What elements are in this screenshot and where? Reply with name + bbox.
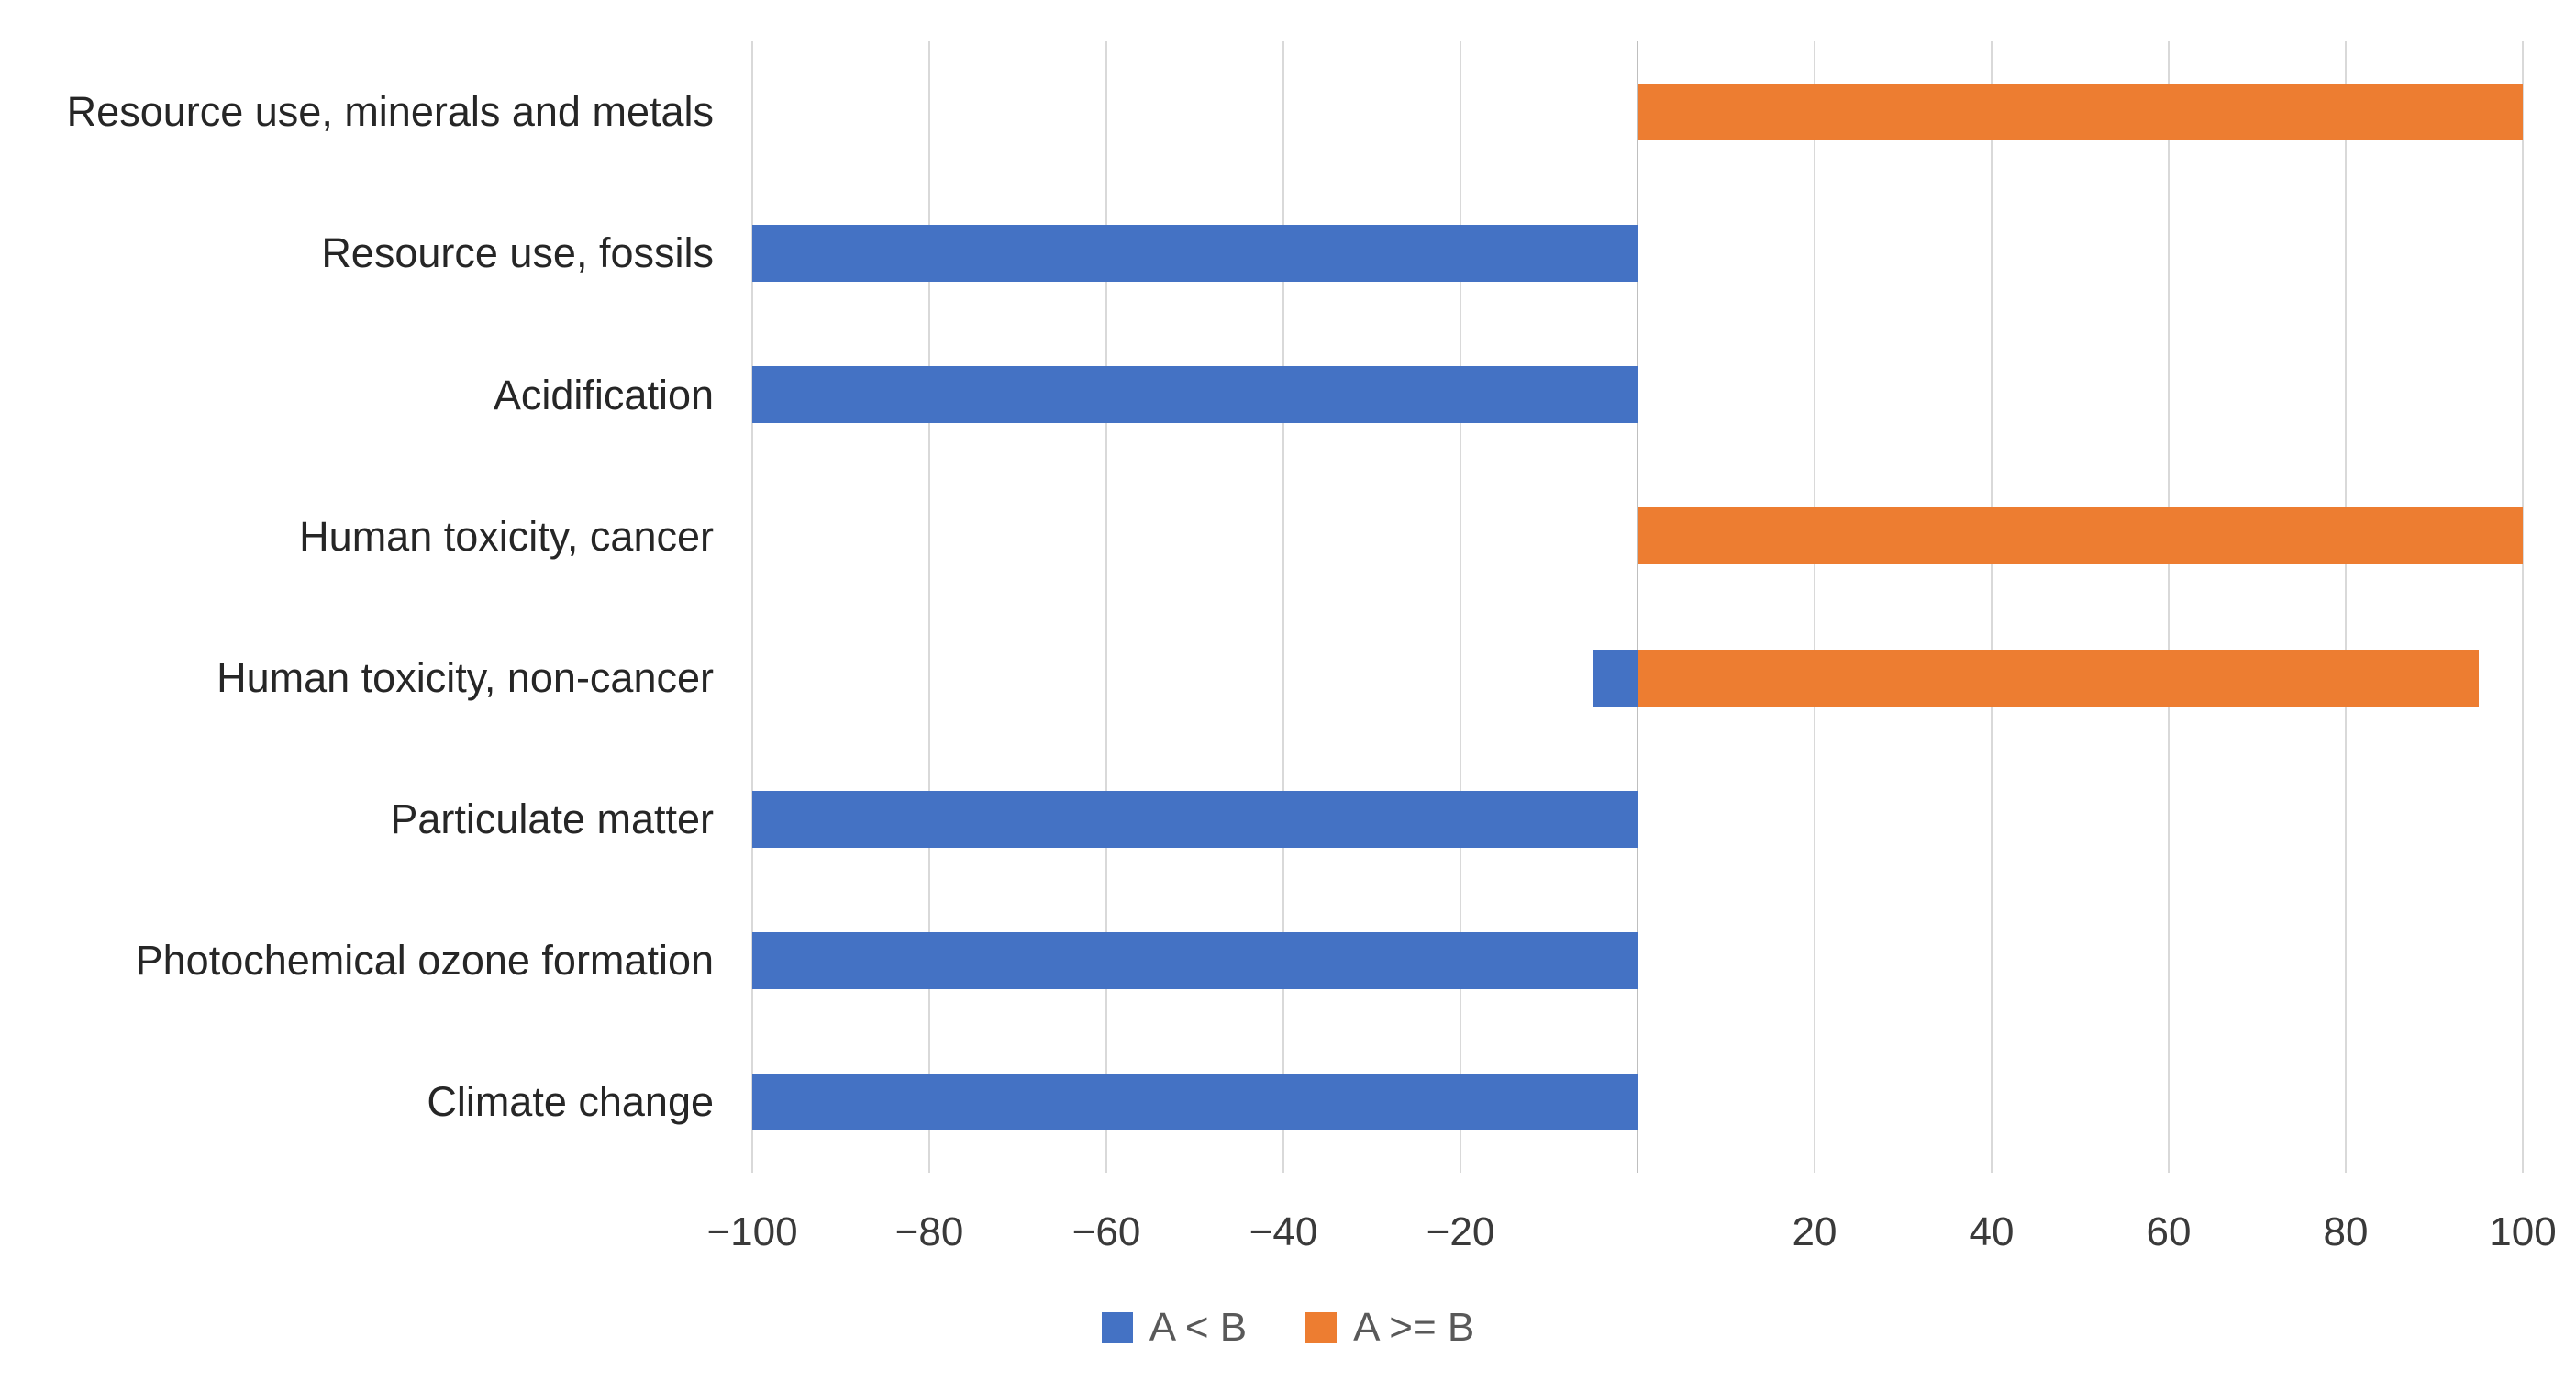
gridline bbox=[1814, 41, 1815, 1173]
category-label: Acidification bbox=[493, 371, 714, 418]
bar-negative bbox=[752, 1073, 1638, 1130]
gridline bbox=[2168, 41, 2170, 1173]
x-tick-label: −60 bbox=[1071, 1209, 1141, 1254]
zero-gridline bbox=[1637, 41, 1638, 1173]
gridline bbox=[1460, 41, 1461, 1173]
bar-negative bbox=[752, 366, 1638, 424]
gridline bbox=[2522, 41, 2524, 1173]
x-tick-label: 20 bbox=[1792, 1209, 1838, 1254]
category-label: Photochemical ozone formation bbox=[135, 937, 714, 985]
bar-negative bbox=[752, 225, 1638, 283]
bar-negative bbox=[752, 790, 1638, 848]
gridline bbox=[2345, 41, 2347, 1173]
gridline bbox=[1991, 41, 1993, 1173]
gridline bbox=[1282, 41, 1284, 1173]
gridline bbox=[928, 41, 930, 1173]
legend-label: A >= B bbox=[1353, 1305, 1475, 1350]
legend-label: A < B bbox=[1149, 1305, 1248, 1350]
legend-item: A < B bbox=[1101, 1305, 1248, 1351]
legend-swatch bbox=[1101, 1312, 1133, 1343]
x-tick-label: 80 bbox=[2323, 1209, 2369, 1254]
x-tick-label: 40 bbox=[1969, 1209, 2015, 1254]
category-label: Resource use, minerals and metals bbox=[66, 88, 714, 136]
category-label: Human toxicity, non-cancer bbox=[217, 653, 714, 701]
bar-positive bbox=[1638, 649, 2479, 707]
legend-swatch bbox=[1305, 1312, 1338, 1343]
legend-item: A >= B bbox=[1305, 1305, 1474, 1351]
bar-positive bbox=[1638, 84, 2523, 141]
x-tick-label: 100 bbox=[2489, 1209, 2557, 1254]
bar-negative bbox=[752, 931, 1638, 989]
gridline bbox=[751, 41, 753, 1173]
gridline bbox=[1105, 41, 1107, 1173]
category-label: Climate change bbox=[427, 1078, 714, 1126]
x-tick-label: −100 bbox=[706, 1209, 798, 1254]
category-label: Human toxicity, cancer bbox=[299, 512, 714, 560]
x-tick-label: −80 bbox=[894, 1209, 964, 1254]
legend: A < B A >= B bbox=[0, 1305, 2576, 1351]
x-tick-label: −20 bbox=[1426, 1209, 1495, 1254]
x-tick-label: 60 bbox=[2146, 1209, 2192, 1254]
category-label: Particulate matter bbox=[390, 795, 714, 842]
bar-positive bbox=[1638, 507, 2523, 565]
x-tick-label: −40 bbox=[1249, 1209, 1318, 1254]
bar-negative bbox=[1593, 649, 1638, 707]
category-label: Resource use, fossils bbox=[321, 229, 714, 277]
